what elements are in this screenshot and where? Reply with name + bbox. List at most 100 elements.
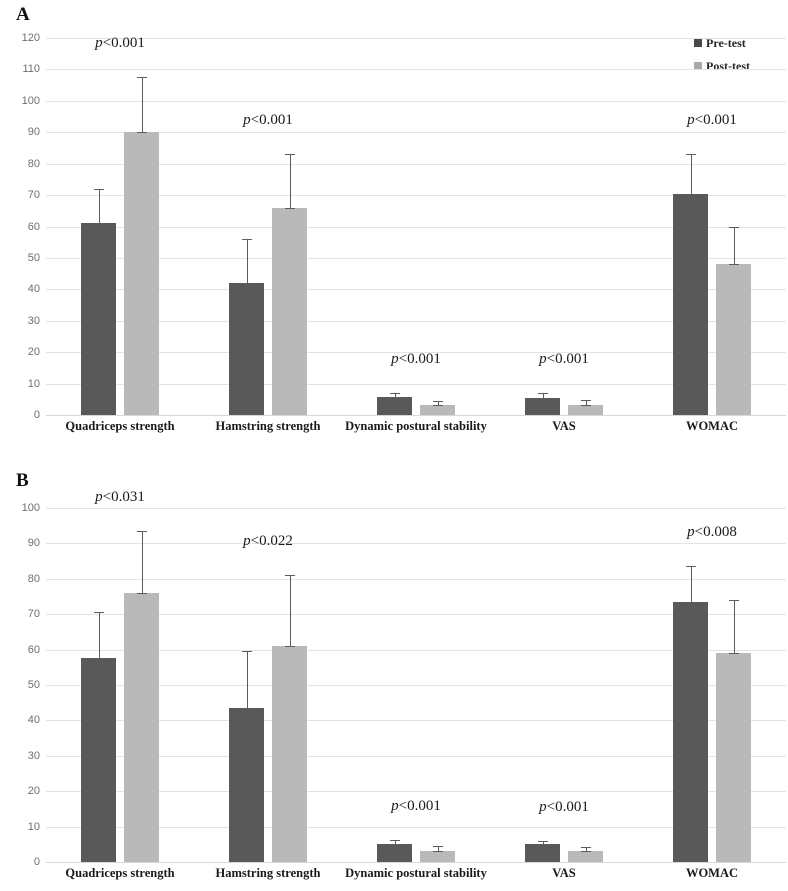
y-axis-tick-label: 40 <box>27 283 40 296</box>
error-bar-stem <box>437 846 439 852</box>
error-bar-stem <box>437 400 439 405</box>
error-bar-bottom-cap <box>685 601 696 603</box>
bar-post-test <box>716 264 751 415</box>
significance-bracket <box>536 819 593 833</box>
error-bar-bottom-cap <box>728 653 739 655</box>
gridline <box>46 543 786 545</box>
bar-pre-test <box>229 708 264 862</box>
gridline <box>46 826 786 828</box>
p-value-label: p<0.008 <box>652 524 772 541</box>
error-bar-top-cap <box>728 600 739 602</box>
panel-b-label: B <box>16 470 29 491</box>
error-bar-stem <box>289 154 291 208</box>
significance-bracket <box>536 371 593 385</box>
panel-a-label: A <box>16 4 30 25</box>
y-axis-tick-label: 90 <box>27 537 40 550</box>
category-label: Quadriceps strength <box>65 866 175 880</box>
gridline <box>46 320 786 322</box>
p-value-label: p<0.001 <box>60 35 180 52</box>
error-bar-stem <box>542 840 544 845</box>
error-bar-bottom-cap <box>284 646 295 648</box>
error-bar-bottom-cap <box>580 851 591 853</box>
legend-item-post-test: Post-test <box>694 59 750 73</box>
p-value-label: p<0.001 <box>356 351 476 368</box>
p-value-label: p<0.001 <box>652 112 772 129</box>
error-bar-stem <box>585 400 587 405</box>
p-threshold: <0.001 <box>398 797 441 814</box>
gridline <box>46 685 786 686</box>
bar-post-test <box>716 653 751 862</box>
category-label: Hamstring strength <box>215 866 321 880</box>
gridline <box>46 508 786 509</box>
error-bar-stem <box>394 839 396 844</box>
error-bar-bottom-cap <box>537 844 548 846</box>
error-bar-top-cap <box>241 651 252 653</box>
error-bar-stem <box>141 77 143 133</box>
error-bar-stem <box>733 226 735 265</box>
significance-bracket <box>684 132 741 146</box>
p-threshold: <0.001 <box>694 112 737 129</box>
error-bar-bottom-cap <box>685 193 696 195</box>
category-label: Hamstring strength <box>215 419 321 433</box>
gridline <box>46 257 786 259</box>
p-threshold: <0.031 <box>102 489 145 505</box>
y-axis-tick-label: 50 <box>27 679 40 691</box>
p-threshold: <0.001 <box>398 351 441 367</box>
p-value-label: p<0.022 <box>208 533 328 550</box>
significance-bracket <box>240 132 297 146</box>
bar-post-test <box>124 132 159 415</box>
error-bar-top-cap <box>284 154 295 156</box>
gridline <box>46 614 786 616</box>
significance-bracket <box>388 818 445 832</box>
p-symbol: p <box>539 351 547 368</box>
error-bar-stem <box>246 239 248 284</box>
error-bar-bottom-cap <box>93 658 104 660</box>
gridline <box>46 69 786 71</box>
category-label: WOMAC <box>685 419 739 433</box>
gridline <box>46 578 786 580</box>
bar-post-test <box>568 404 603 415</box>
error-bar-top-cap <box>728 226 739 228</box>
y-axis-tick-label: 60 <box>27 643 40 656</box>
category-label: VAS <box>552 419 576 433</box>
error-bar-top-cap <box>93 188 104 190</box>
error-bar-top-cap <box>432 400 443 402</box>
bar-pre-test <box>377 843 412 862</box>
category-label: Quadriceps strength <box>65 419 175 433</box>
y-axis-tick-label: 80 <box>27 572 40 585</box>
y-axis-tick-label: 120 <box>21 32 40 44</box>
error-bar-top-cap <box>537 840 548 842</box>
category-label: Dynamic postural stability <box>345 866 487 880</box>
bar-pre-test <box>229 283 264 415</box>
error-bar-top-cap <box>241 239 252 241</box>
error-bar-bottom-cap <box>728 264 739 266</box>
y-axis-tick-label: 70 <box>27 189 40 202</box>
pre-test-swatch-icon <box>694 39 702 47</box>
p-symbol: p <box>539 798 547 815</box>
p-symbol: p <box>687 524 695 541</box>
legend-item-pre-test: Pre-test <box>694 36 750 50</box>
error-bar-stem <box>289 575 291 647</box>
error-bar-stem <box>98 612 100 659</box>
gridline <box>46 132 786 134</box>
y-axis-tick-label: 40 <box>27 714 40 727</box>
error-bar-top-cap <box>136 77 147 79</box>
error-bar-top-cap <box>580 846 591 848</box>
error-bar-stem <box>690 154 692 194</box>
gridline <box>46 755 786 757</box>
p-symbol: p <box>243 112 251 129</box>
p-value-label: p<0.001 <box>208 112 328 129</box>
gridline <box>46 720 786 722</box>
bar-post-test <box>420 851 455 862</box>
error-bar-top-cap <box>389 839 400 841</box>
y-axis-tick-label: 10 <box>27 820 40 833</box>
p-value-label: p<0.031 <box>60 489 180 506</box>
legend-label-post-test: Post-test <box>706 58 750 73</box>
gridline <box>46 862 786 863</box>
gridline <box>46 415 786 416</box>
category-label: WOMAC <box>685 866 739 880</box>
p-threshold: <0.001 <box>250 112 293 129</box>
bar-post-test <box>272 207 307 415</box>
p-symbol: p <box>391 351 399 367</box>
